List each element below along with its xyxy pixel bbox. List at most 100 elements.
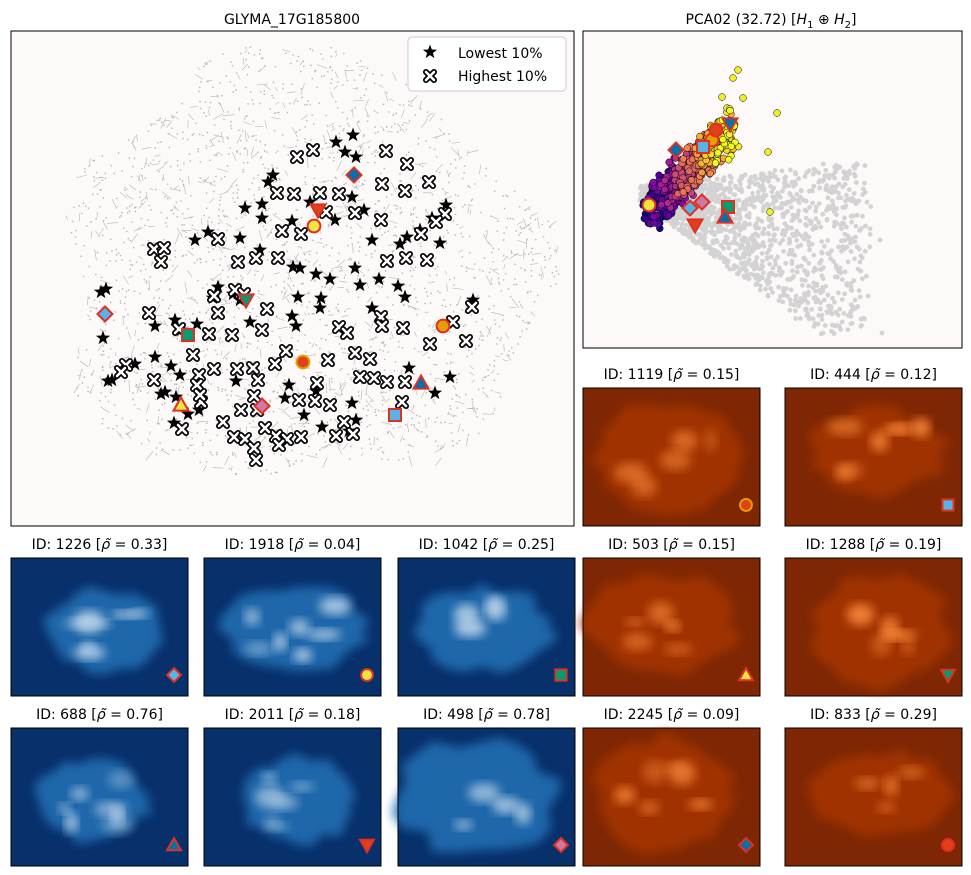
hotspot: [614, 786, 636, 804]
highest-x-marker: [323, 398, 337, 412]
highest-x-marker: [332, 187, 346, 201]
heatmap-frame: [397, 727, 576, 867]
highest-x-marker: [313, 186, 327, 200]
hotspot: [871, 634, 892, 656]
heatmap-title: ID: 1042 [ρ̃ = 0.25]: [419, 537, 555, 553]
hotspot: [485, 595, 505, 619]
lowest-star-marker: [364, 232, 380, 247]
hotspot: [639, 800, 660, 815]
highest-x-marker: [202, 327, 216, 341]
highest-x-marker: [420, 253, 434, 267]
hotspot: [912, 417, 931, 438]
lowest-star-marker: [147, 318, 163, 333]
highest-x-marker: [337, 415, 351, 429]
highest-x-marker: [329, 429, 343, 443]
lowest-star-marker: [288, 318, 304, 333]
hotspot: [514, 802, 531, 825]
highlight-triangle_up-marker: [411, 373, 431, 390]
lowest-star-marker: [168, 389, 184, 404]
lowest-star-marker: [312, 300, 328, 315]
pca-colored-dot: [739, 94, 747, 102]
highest-x-marker: [348, 206, 362, 220]
highest-x-marker: [157, 241, 171, 255]
highlight-diamond-marker: [96, 305, 114, 323]
lowest-star-marker: [356, 202, 372, 217]
highest-markers: [114, 143, 479, 467]
hotspot: [101, 815, 133, 834]
hotspot: [884, 775, 898, 797]
lowest-star-marker: [254, 210, 270, 225]
tissue-region: [592, 730, 737, 855]
highest-x-marker: [423, 337, 437, 351]
lowest-star-marker: [345, 127, 361, 142]
lowest-star-marker: [401, 360, 417, 375]
hotspot: [273, 632, 287, 652]
main-panel: GLYMA_17G185800 Lowest 10% Highest 10%: [10, 12, 575, 527]
heatmap-title: ID: 2245 [ρ̃ = 0.09]: [604, 707, 740, 723]
pca-colored-dot: [661, 176, 669, 185]
lowest-star-marker: [232, 230, 248, 245]
heatmap-circle-marker: [360, 668, 374, 682]
lowest-star-marker: [284, 308, 300, 323]
highest-x-marker: [142, 306, 156, 320]
lowest-star-marker: [284, 213, 300, 228]
heatmap-frame: [397, 557, 576, 697]
hotspot: [73, 645, 106, 660]
highest-x-marker: [400, 157, 414, 171]
heatmap-panel: ID: 444 [ρ̃ = 0.12]: [784, 367, 963, 527]
pca-highlight-diamond-marker: [667, 141, 685, 159]
heatmap-square-marker: [941, 498, 955, 512]
highest-x-marker: [228, 283, 242, 297]
pca-highlight-square-marker: [696, 140, 710, 154]
highlight-markers: [96, 166, 451, 422]
highest-x-marker: [114, 365, 128, 379]
legend-highest-label: Highest 10%: [458, 69, 547, 85]
lowest-star-marker: [189, 316, 205, 331]
hotspot: [827, 418, 863, 436]
heatmap-frame: [10, 727, 189, 867]
lowest-star-marker: [322, 271, 338, 286]
highest-x-marker: [247, 441, 261, 455]
hotspot: [264, 814, 281, 828]
lowest-star-marker: [399, 229, 415, 244]
heatmap-title: ID: 2011 [ρ̃ = 0.18]: [225, 707, 361, 723]
highest-x-marker: [348, 346, 362, 360]
hotspot: [94, 801, 127, 817]
highlight-diamond-marker: [345, 166, 363, 184]
heatmap-panel: ID: 1288 [ρ̃ = 0.19]: [784, 537, 963, 697]
highest-x-marker: [398, 375, 412, 389]
pca-highlight-triangle_up-marker: [715, 207, 735, 224]
tissue-region: [808, 574, 952, 692]
highlight-triangle_down-marker: [236, 293, 256, 310]
highest-x-marker: [279, 344, 293, 358]
lowest-star-marker: [180, 406, 196, 421]
pca-highlight-triangle_down-marker: [720, 117, 740, 134]
pca-colored-dot: [729, 74, 737, 82]
lowest-star-marker: [93, 284, 109, 299]
highest-x-marker: [287, 187, 301, 201]
main-title: GLYMA_17G185800: [224, 12, 360, 28]
legend-box: [407, 36, 567, 92]
tissue-region: [578, 573, 742, 677]
main-plot-area: [11, 31, 574, 526]
highest-x-marker: [268, 357, 282, 371]
pca-colored-dot: [714, 149, 722, 157]
pca-colored-dot: [664, 199, 672, 207]
lowest-star-marker: [348, 149, 364, 164]
pca-colored-dot: [726, 106, 734, 115]
pca-colored-dot: [671, 170, 679, 178]
lowest-star-marker: [167, 312, 183, 327]
pca-colored-dot: [687, 176, 696, 184]
hotspot: [622, 633, 653, 651]
hotspot: [58, 803, 71, 814]
legend-star-icon: [422, 44, 438, 59]
highest-x-marker: [290, 150, 304, 164]
highest-x-marker: [429, 215, 443, 229]
lowest-star-marker: [392, 236, 408, 251]
pca-colored-dot: [649, 178, 657, 187]
highest-x-marker: [353, 370, 367, 384]
highlight-circle-marker: [435, 318, 451, 334]
pca-highlight-circle-marker: [641, 197, 657, 213]
lowest-star-marker: [390, 278, 406, 293]
pca-colored-dot: [650, 219, 658, 227]
